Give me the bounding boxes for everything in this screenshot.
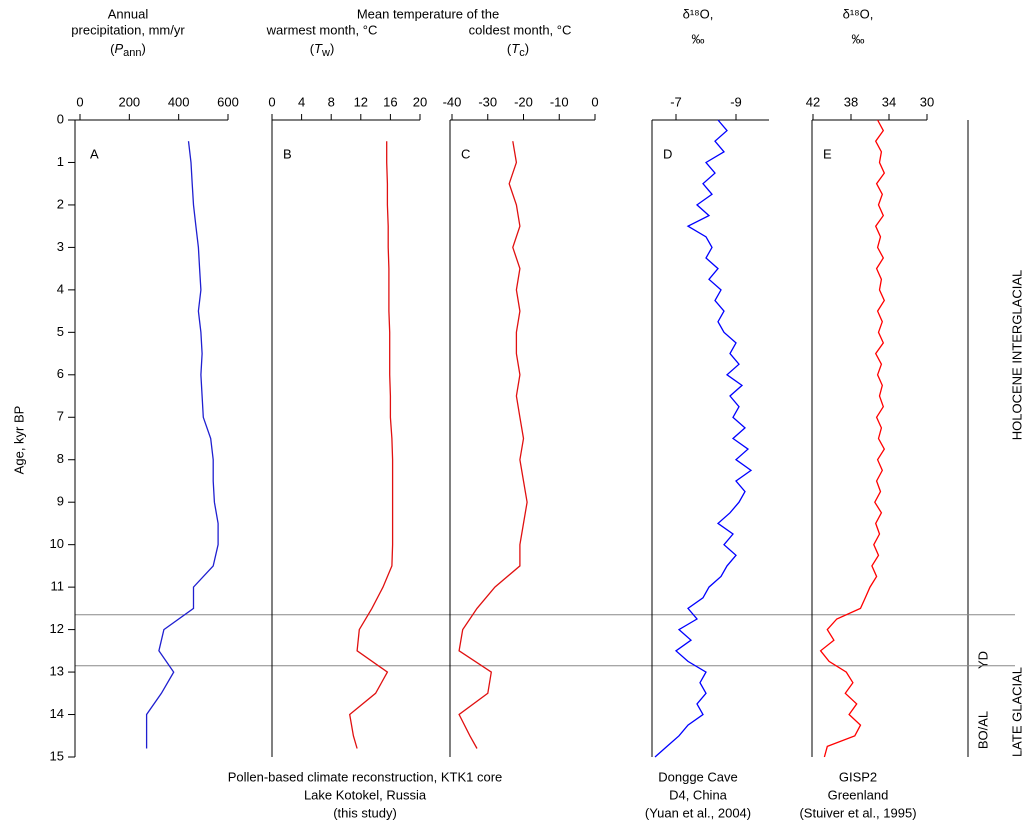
x-tick-label: -7 [670, 94, 682, 109]
y-tick-label: 0 [57, 111, 64, 126]
footer: GISP2 [839, 769, 877, 784]
y-axis-label: Age, kyr BP [11, 406, 26, 475]
y-tick-label: 13 [50, 664, 64, 679]
y-tick-label: 2 [57, 196, 64, 211]
header: ‰ [692, 31, 705, 46]
header: ‰ [852, 31, 865, 46]
y-tick-label: 3 [57, 239, 64, 254]
x-tick-label: -30 [478, 94, 497, 109]
symbol: (Tc) [507, 41, 529, 58]
symbol: P [114, 41, 123, 56]
x-tick-label: 600 [217, 94, 239, 109]
x-tick-label: 42 [806, 94, 820, 109]
header: Mean temperature of the [357, 6, 499, 21]
panel-letter: C [461, 146, 470, 161]
y-tick-label: 1 [57, 154, 64, 169]
data-line [458, 141, 528, 749]
data-line [819, 119, 886, 758]
x-tick-label: 4 [298, 94, 305, 109]
x-tick-label: 20 [413, 94, 427, 109]
subscript: w [321, 47, 330, 59]
header: δ¹⁸O, [843, 6, 874, 21]
header: δ¹⁸O, [683, 6, 714, 21]
footer: Dongge Cave [658, 769, 738, 784]
header: precipitation, mm/yr [71, 22, 185, 37]
x-tick-label: 0 [591, 94, 598, 109]
zone-label: BO/AL [975, 711, 990, 749]
y-tick-label: 5 [57, 324, 64, 339]
x-tick-label: 0 [76, 94, 83, 109]
footer: Greenland [828, 787, 889, 802]
y-tick-label: 6 [57, 366, 64, 381]
x-tick-label: -20 [514, 94, 533, 109]
x-tick-label: -9 [730, 94, 742, 109]
header: coldest month, °C [469, 22, 572, 37]
panel-letter: D [663, 146, 672, 161]
panel-letter: B [283, 146, 292, 161]
x-tick-label: 30 [920, 94, 934, 109]
symbol: (Pann) [110, 41, 146, 58]
footer: Pollen-based climate reconstruction, KTK… [228, 769, 503, 784]
header: Annual [108, 6, 149, 21]
x-tick-label: -40 [443, 94, 462, 109]
y-tick-label: 14 [50, 706, 64, 721]
footer: (this study) [333, 805, 397, 820]
x-tick-label: -10 [550, 94, 569, 109]
subscript: ann [123, 47, 141, 59]
header: warmest month, °C [266, 22, 378, 37]
y-tick-label: 4 [57, 281, 64, 296]
zone-label: LATE GLACIAL [1009, 667, 1024, 757]
x-tick-label: 34 [882, 94, 896, 109]
x-tick-label: 200 [118, 94, 140, 109]
x-tick-label: 400 [168, 94, 190, 109]
zone-label: YD [975, 651, 990, 669]
y-tick-label: 9 [57, 494, 64, 509]
data-line [145, 141, 219, 749]
x-tick-label: 0 [268, 94, 275, 109]
y-tick-label: 12 [50, 621, 64, 636]
x-tick-label: 16 [383, 94, 397, 109]
x-tick-label: 38 [844, 94, 858, 109]
panel-letter: E [823, 146, 832, 161]
footer: (Yuan et al., 2004) [645, 805, 751, 820]
data-line [348, 141, 394, 749]
y-tick-label: 7 [57, 409, 64, 424]
y-tick-label: 15 [50, 748, 64, 763]
data-line [654, 119, 753, 758]
zone-label: HOLOCENE INTERGLACIAL [1009, 270, 1024, 441]
footer: Lake Kotokel, Russia [304, 787, 427, 802]
panel-letter: A [90, 146, 99, 161]
footer: (Stuiver et al., 1995) [799, 805, 916, 820]
y-tick-label: 8 [57, 451, 64, 466]
symbol: T [314, 41, 323, 56]
y-tick-label: 11 [51, 579, 65, 594]
x-tick-label: 8 [328, 94, 335, 109]
symbol: (Tw) [310, 41, 335, 58]
symbol: T [511, 41, 520, 56]
subscript: c [519, 47, 525, 59]
y-tick-label: 10 [50, 536, 64, 551]
x-tick-label: 12 [354, 94, 368, 109]
footer: D4, China [669, 787, 728, 802]
